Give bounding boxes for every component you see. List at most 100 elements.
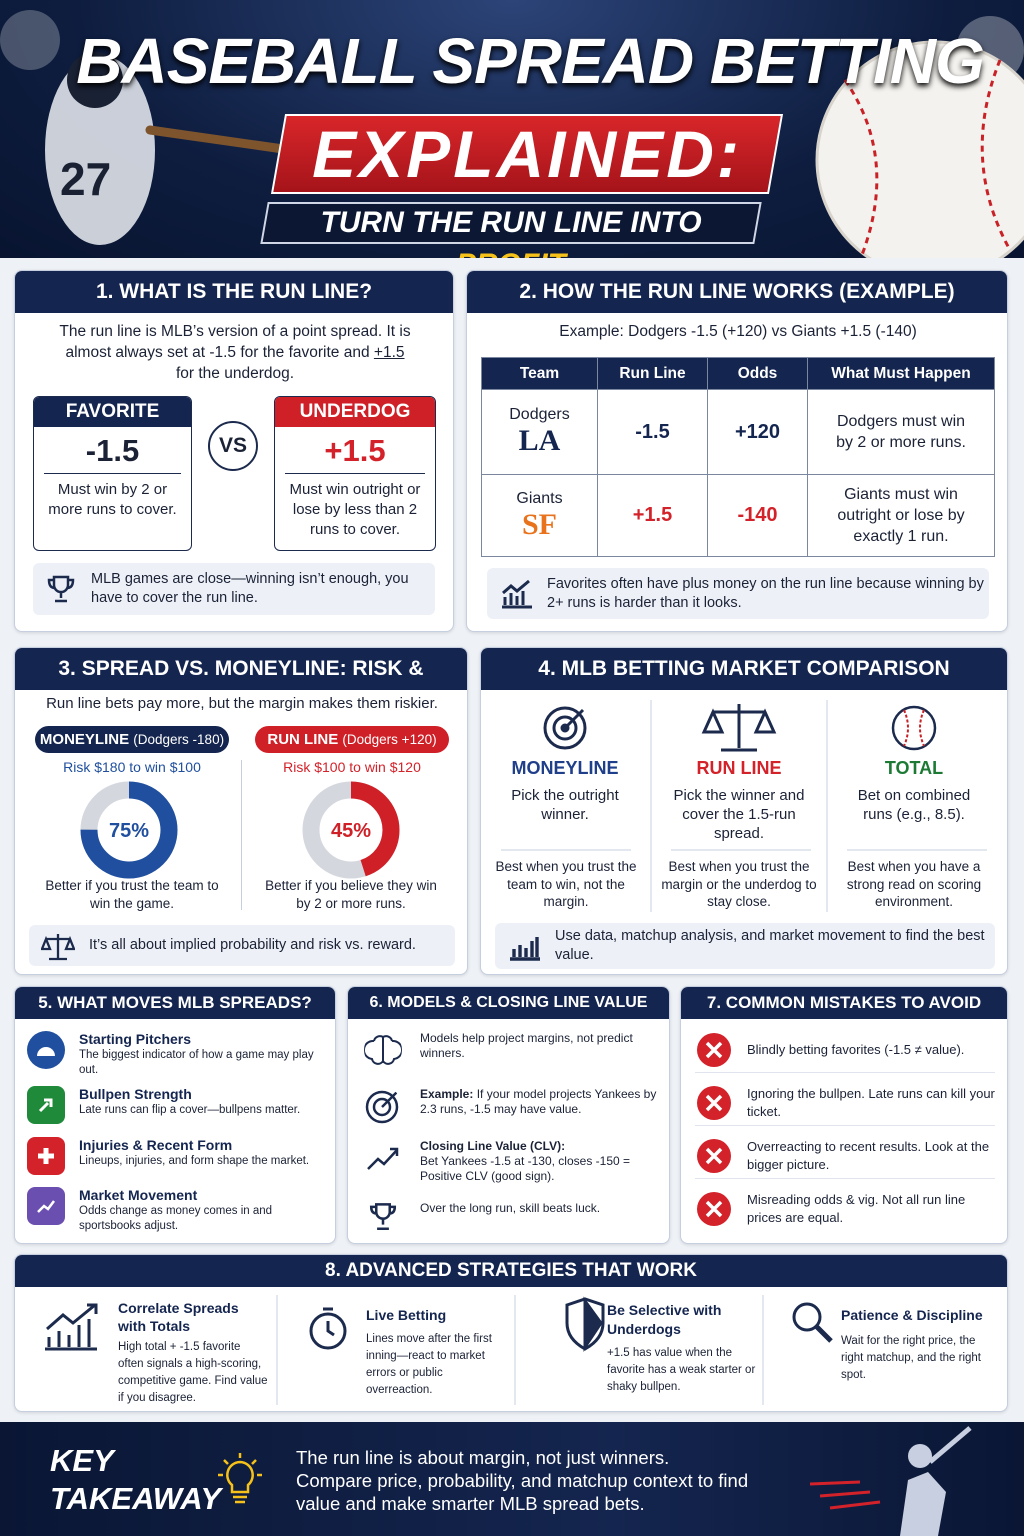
- note: Better if you believe they win by 2 or m…: [265, 878, 437, 911]
- g-part: [45, 1296, 833, 1352]
- section-6: 6. MODELS & CLOSING LINE VALUE (CLV) Mod…: [347, 986, 670, 1244]
- section-title: 6. MODELS & CLOSING LINE VALUE (CLV): [348, 987, 669, 1043]
- tip: Favorites often have plus money on the r…: [487, 568, 989, 619]
- team-logo: SF: [521, 507, 557, 541]
- item-text: High total + -1.5 favorite often signals…: [118, 1341, 268, 1404]
- path-part: [37, 1047, 55, 1056]
- list-item: Over the long run, skill beats luck.: [364, 1201, 660, 1233]
- path-part: [323, 1307, 335, 1337]
- list-item: Injuries & Recent Form Lineups, injuries,…: [27, 1137, 329, 1175]
- th: Team: [481, 357, 598, 390]
- risk: Risk $180 to win $100: [63, 759, 201, 775]
- text-part: 27: [60, 153, 111, 205]
- table-header: Team Run Line Odds What Must Happen: [481, 357, 995, 390]
- trend-icon: [367, 1147, 399, 1170]
- th: Odds: [707, 357, 808, 390]
- item-text: +1.5 has value when the favorite has a w…: [607, 1347, 756, 1393]
- circle-part: [815, 40, 1024, 258]
- path-part: [381, 1090, 399, 1108]
- section-title: 8. ADVANCED STRATEGIES THAT WORK: [15, 1255, 1007, 1287]
- g-part: [365, 1090, 399, 1124]
- tip: MLB games are close—winning isn’t enough…: [33, 563, 435, 615]
- underdog-label: UNDERDOG: [275, 397, 435, 427]
- donut-label: 45%: [331, 820, 371, 842]
- path-part: [510, 937, 540, 961]
- list-item: Models help project margins, not predict…: [364, 1031, 660, 1069]
- x-icon: [697, 1138, 731, 1173]
- path-part: [563, 708, 585, 730]
- icon: [27, 1187, 65, 1225]
- div-part: Starting Pitchers The biggest indicator o…: [79, 1031, 329, 1078]
- chart-icon: [502, 579, 532, 608]
- path-part: [41, 933, 75, 960]
- x-icon: [697, 1085, 731, 1120]
- list-item: Bullpen Strength Late runs can flip a cov…: [27, 1086, 329, 1124]
- intro: Run line bets pay more, but the margin m…: [46, 695, 438, 712]
- line-part: [928, 1426, 972, 1464]
- takeaway-text: The run line is about margin, not just w…: [296, 1446, 796, 1515]
- mistake: Overreacting to recent results. Look at …: [695, 1133, 995, 1179]
- market-name: MONEYLINE: [511, 758, 619, 778]
- strategy: Be Selective with Underdogs +1.5 has valu…: [607, 1301, 757, 1396]
- x-icon: [697, 1192, 731, 1226]
- subtitle: EXPLAINED:: [312, 117, 742, 191]
- item-text: Late runs can flip a cover—bullpens matt…: [79, 1104, 301, 1116]
- label: RUN LINE: [267, 731, 339, 748]
- donut-label: 75%: [109, 820, 149, 842]
- item-title: Patience & Discipline: [841, 1307, 983, 1323]
- tip-text: MLB games are close—winning isn’t enough…: [91, 571, 409, 606]
- mistake-text: Ignoring the bullpen. Late runs can kill…: [747, 1085, 995, 1119]
- mistake-text: Overreacting to recent results. Look at …: [747, 1138, 990, 1172]
- brain-icon: [364, 1035, 402, 1065]
- favorite-box: FAVORITE -1.5 Must win by 2 or more runs…: [33, 396, 192, 551]
- underdog-box: UNDERDOG +1.5 Must win outright or lose …: [274, 396, 436, 551]
- table-row: Dodgers LA -1.5 +120 Dodgers must win by …: [481, 389, 995, 475]
- intro-highlight: +1.5: [373, 344, 405, 361]
- header-art: 27: [0, 10, 1024, 258]
- example: Example: Dodgers -1.5 (+120) vs Giants +…: [559, 323, 917, 340]
- note: Better if you trust the team to win the …: [45, 878, 219, 911]
- path-part: [705, 1041, 723, 1058]
- run-line: -1.5: [597, 389, 708, 475]
- header: 27 BASEBALL SPREAD BETTING EXPLAINED: TU…: [0, 0, 1024, 258]
- circle-part: [908, 1444, 932, 1468]
- g-part: [809, 1480, 881, 1510]
- trophy-icon: [47, 575, 75, 603]
- risk: Risk $100 to win $120: [283, 759, 421, 775]
- donut: 45%: [302, 781, 400, 879]
- item-text: Over the long run, skill beats luck.: [420, 1201, 601, 1215]
- target-icon: [365, 1090, 399, 1124]
- takeaway-label: KEY TAKEAWAY: [50, 1443, 222, 1516]
- item-text: Models help project margins, not predict…: [420, 1031, 633, 1060]
- donut-arc: [80, 781, 178, 879]
- section-5: 5. WHAT MOVES MLB SPREADS? Starting Pitc…: [14, 986, 336, 1244]
- circle-part: [543, 706, 587, 750]
- section-8: 8. ADVANCED STRATEGIES THAT WORK Correla…: [14, 1254, 1008, 1412]
- footer: KEY TAKEAWAY The run line is about margi…: [0, 1422, 1024, 1536]
- tip-text: It’s all about implied probability and r…: [89, 937, 416, 953]
- tip-text: Use data, matchup analysis, and market m…: [555, 928, 985, 963]
- path-part: [900, 1472, 946, 1536]
- path-part: [45, 1303, 98, 1351]
- mistake-text: Misreading odds & vig. Not all run line …: [747, 1192, 966, 1225]
- intro-text: The run line is MLB’s version of a point…: [59, 323, 411, 361]
- favorite-note: Must win by 2 or more runs to cover.: [48, 481, 177, 518]
- list-item: Market Movement Odds change as money come…: [27, 1187, 329, 1234]
- g-part: 27: [45, 52, 295, 245]
- strategy: Live Betting Lines move after the first i…: [366, 1307, 506, 1399]
- section-1: 1. WHAT IS THE RUN LINE? The run line is…: [14, 270, 454, 632]
- market-name: RUN LINE: [696, 758, 782, 778]
- section-title: 2. HOW THE RUN LINE WORKS (EXAMPLE): [467, 271, 1007, 313]
- mistake: Misreading odds & vig. Not all run line …: [695, 1186, 995, 1232]
- th: Run Line: [597, 357, 708, 390]
- arm-icon: [38, 1098, 53, 1113]
- div-part: Injuries & Recent Form Lineups, injuries,…: [79, 1137, 309, 1169]
- circle-part: [891, 705, 937, 751]
- item-bold: Example:: [420, 1087, 474, 1101]
- market-best: Best when you have a strong read on scor…: [846, 859, 982, 909]
- path-part: [705, 1200, 723, 1218]
- item-text: Wait for the right price, the right matc…: [841, 1335, 981, 1381]
- path-part: [218, 1453, 262, 1504]
- team-logo: LA: [518, 424, 561, 457]
- what-must-happen: Dodgers must win by 2 or more runs.: [807, 389, 995, 475]
